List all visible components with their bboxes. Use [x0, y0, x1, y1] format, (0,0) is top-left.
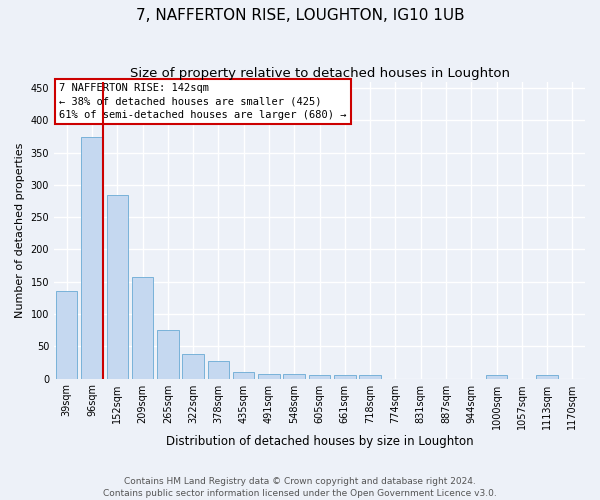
Bar [208, 361, 229, 378]
Bar [334, 376, 356, 378]
Bar [536, 376, 558, 378]
Bar [233, 372, 254, 378]
Bar [258, 374, 280, 378]
Bar [359, 376, 381, 378]
Bar [486, 376, 507, 378]
Bar [56, 292, 77, 378]
Bar [107, 194, 128, 378]
Bar [132, 276, 153, 378]
Bar [283, 374, 305, 378]
Title: Size of property relative to detached houses in Loughton: Size of property relative to detached ho… [130, 68, 509, 80]
Text: 7 NAFFERTON RISE: 142sqm
← 38% of detached houses are smaller (425)
61% of semi-: 7 NAFFERTON RISE: 142sqm ← 38% of detach… [59, 83, 347, 120]
Bar [309, 376, 330, 378]
Text: Contains HM Land Registry data © Crown copyright and database right 2024.
Contai: Contains HM Land Registry data © Crown c… [103, 476, 497, 498]
Y-axis label: Number of detached properties: Number of detached properties [15, 142, 25, 318]
X-axis label: Distribution of detached houses by size in Loughton: Distribution of detached houses by size … [166, 434, 473, 448]
Bar [81, 136, 103, 378]
Bar [157, 330, 179, 378]
Text: 7, NAFFERTON RISE, LOUGHTON, IG10 1UB: 7, NAFFERTON RISE, LOUGHTON, IG10 1UB [136, 8, 464, 22]
Bar [182, 354, 204, 378]
